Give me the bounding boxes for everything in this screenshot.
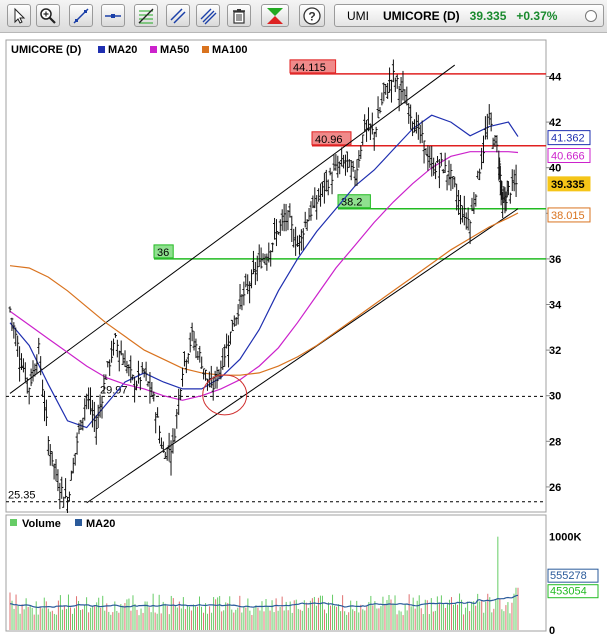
level-label: 36 <box>157 247 169 259</box>
price-legend: UMICORE (D) MA20 MA50 MA100 <box>11 44 247 56</box>
y-tick-label: 26 <box>549 482 561 494</box>
y-tick-label: 44 <box>549 71 562 83</box>
legend-title: UMICORE (D) <box>11 44 82 56</box>
channel-lower-line <box>86 208 519 504</box>
volume-tick-label: 0 <box>549 625 555 637</box>
parallel-lines-tool-button[interactable] <box>196 4 220 27</box>
pointer-tool-button[interactable] <box>7 4 31 27</box>
quote-box[interactable]: UMI UMICORE (D) 39.335 +0.37% <box>334 4 604 27</box>
legend-ma50-swatch <box>150 46 157 53</box>
legend-volume: Volume <box>22 518 61 530</box>
y-tick-label: 40 <box>549 163 561 175</box>
quote-price: 39.335 <box>469 8 507 23</box>
y-tick-label: 42 <box>549 117 561 129</box>
legend-ma20-swatch <box>98 46 105 53</box>
legend-volume-swatch <box>10 519 17 526</box>
volume-ma20-line <box>9 594 519 609</box>
legend-ma50: MA50 <box>160 44 189 56</box>
price-chart-frame <box>5 39 547 513</box>
y-tick-label: 34 <box>549 300 562 312</box>
chart-arrow-icon <box>267 7 283 24</box>
quote-change: +0.37% <box>516 8 558 23</box>
level-label-box <box>311 131 352 146</box>
volume-badge <box>547 584 599 599</box>
parallel-lines-icon <box>200 8 217 24</box>
price-badge-label: 39.335 <box>551 179 585 191</box>
price-badge-label: 38.015 <box>551 210 585 222</box>
legend-volume-ma20: MA20 <box>86 518 115 530</box>
volume-badge-label: 453054 <box>550 586 587 598</box>
legend-ma100: MA100 <box>212 44 247 56</box>
ma100-line <box>9 212 519 376</box>
price-badge-label: 41.362 <box>551 133 585 145</box>
volume-badge-label: 555278 <box>550 570 587 582</box>
legend-ma100-swatch <box>202 46 209 53</box>
volume-chart[interactable]: 0 1000K 555278 453054 Volume MA20 <box>0 514 607 637</box>
channel-tool-button[interactable] <box>166 4 190 27</box>
legend-volume-ma20-swatch <box>75 519 82 526</box>
volume-bars <box>9 536 519 630</box>
level-label: 38.2 <box>341 197 362 209</box>
fibonacci-tool-button[interactable] <box>134 4 158 27</box>
horizontal-line-icon <box>105 13 121 18</box>
cursor-icon <box>14 7 26 24</box>
legend-ma20: MA20 <box>108 44 137 56</box>
help-button[interactable]: ? <box>299 4 325 27</box>
zoom-plus-icon <box>40 7 56 24</box>
y-tick-label: 28 <box>549 436 561 448</box>
trash-icon <box>233 8 245 24</box>
level-label-box <box>337 194 371 209</box>
y-tick-label: 30 <box>549 391 561 403</box>
channel-icon <box>170 7 186 24</box>
toolbar: ? UMI UMICORE (D) 39.335 +0.37% <box>0 0 607 33</box>
horizontal-line-tool-button[interactable] <box>101 4 125 27</box>
channel-upper-line <box>9 64 456 394</box>
quote-symbol: UMI <box>347 8 369 23</box>
help-icon: ? <box>303 6 321 25</box>
volume-legend: Volume MA20 <box>10 518 115 530</box>
y-tick-label: 36 <box>549 254 561 266</box>
zoom-tool-button[interactable] <box>36 4 60 27</box>
volume-badge <box>547 568 599 583</box>
price-chart[interactable]: 2628303234363840424444.11540.9638.23629.… <box>0 33 607 513</box>
level-label: 40.96 <box>315 134 343 146</box>
price-badge <box>547 130 591 146</box>
level-label-box <box>289 59 337 74</box>
help-label: ? <box>308 9 315 23</box>
y-tick-label: 32 <box>549 345 561 357</box>
fibonacci-icon <box>138 8 154 23</box>
delete-drawing-button[interactable] <box>227 4 251 27</box>
quote-end-icon <box>585 10 597 22</box>
chart-type-button[interactable] <box>261 4 289 27</box>
price-badge <box>547 148 591 164</box>
price-badge <box>547 207 591 223</box>
level-label-box <box>153 244 174 259</box>
price-badge-label: 40.666 <box>551 151 585 163</box>
price-bars <box>8 59 518 513</box>
circle-annotation <box>202 374 248 416</box>
volume-tick-label: 1000K <box>549 532 581 544</box>
trendline-icon <box>73 7 89 24</box>
quote-name: UMICORE (D) <box>383 8 460 23</box>
level-label: 25.35 <box>8 490 36 502</box>
level-label: 44.115 <box>293 62 326 74</box>
trendline-tool-button[interactable] <box>69 4 93 27</box>
price-badge <box>547 176 591 192</box>
